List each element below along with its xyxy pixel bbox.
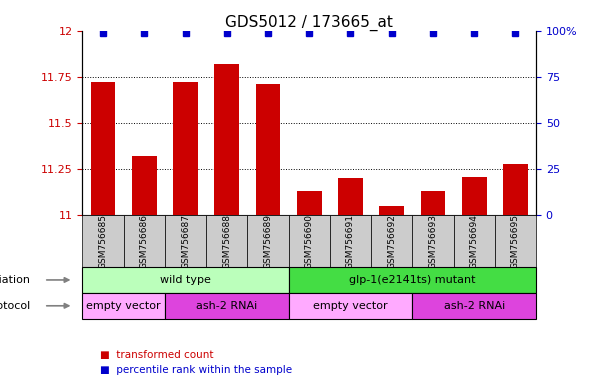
Text: GSM756694: GSM756694 bbox=[469, 214, 479, 269]
Bar bbox=[165, 215, 206, 267]
Bar bbox=[371, 215, 412, 267]
Text: GSM756695: GSM756695 bbox=[511, 214, 520, 269]
Bar bbox=[214, 64, 239, 215]
Bar bbox=[165, 293, 289, 319]
Bar bbox=[462, 177, 487, 215]
Bar bbox=[206, 215, 247, 267]
Bar bbox=[82, 215, 124, 267]
Bar bbox=[421, 191, 445, 215]
Bar bbox=[256, 84, 280, 215]
Bar bbox=[412, 293, 536, 319]
Text: wild type: wild type bbox=[160, 275, 211, 285]
Text: GSM756689: GSM756689 bbox=[263, 214, 273, 269]
Text: empty vector: empty vector bbox=[87, 301, 161, 311]
Bar bbox=[91, 83, 115, 215]
Text: ash-2 RNAi: ash-2 RNAi bbox=[196, 301, 257, 311]
Text: ■  percentile rank within the sample: ■ percentile rank within the sample bbox=[100, 365, 292, 375]
Bar bbox=[289, 293, 412, 319]
Text: ash-2 RNAi: ash-2 RNAi bbox=[444, 301, 505, 311]
Text: GSM756691: GSM756691 bbox=[346, 214, 355, 269]
Bar bbox=[173, 83, 198, 215]
Text: GSM756687: GSM756687 bbox=[181, 214, 190, 269]
Text: GSM756686: GSM756686 bbox=[140, 214, 149, 269]
Text: glp-1(e2141ts) mutant: glp-1(e2141ts) mutant bbox=[349, 275, 475, 285]
Text: genotype/variation: genotype/variation bbox=[0, 275, 30, 285]
Bar bbox=[297, 191, 322, 215]
Text: GSM756685: GSM756685 bbox=[98, 214, 108, 269]
Bar bbox=[379, 206, 404, 215]
Bar bbox=[289, 215, 330, 267]
Bar bbox=[132, 156, 157, 215]
Bar bbox=[338, 179, 363, 215]
Text: empty vector: empty vector bbox=[313, 301, 388, 311]
Bar bbox=[289, 267, 536, 293]
Bar bbox=[503, 164, 528, 215]
Bar bbox=[495, 215, 536, 267]
Text: GSM756688: GSM756688 bbox=[222, 214, 231, 269]
Bar bbox=[82, 267, 289, 293]
Text: GSM756693: GSM756693 bbox=[428, 214, 438, 269]
Text: GSM756690: GSM756690 bbox=[305, 214, 314, 269]
Bar bbox=[124, 215, 165, 267]
Bar bbox=[412, 215, 454, 267]
Bar bbox=[330, 215, 371, 267]
Text: GSM756692: GSM756692 bbox=[387, 214, 396, 269]
Bar bbox=[247, 215, 289, 267]
Title: GDS5012 / 173665_at: GDS5012 / 173665_at bbox=[225, 15, 393, 31]
Bar bbox=[82, 293, 165, 319]
Bar bbox=[454, 215, 495, 267]
Text: ■  transformed count: ■ transformed count bbox=[100, 350, 214, 360]
Text: protocol: protocol bbox=[0, 301, 30, 311]
